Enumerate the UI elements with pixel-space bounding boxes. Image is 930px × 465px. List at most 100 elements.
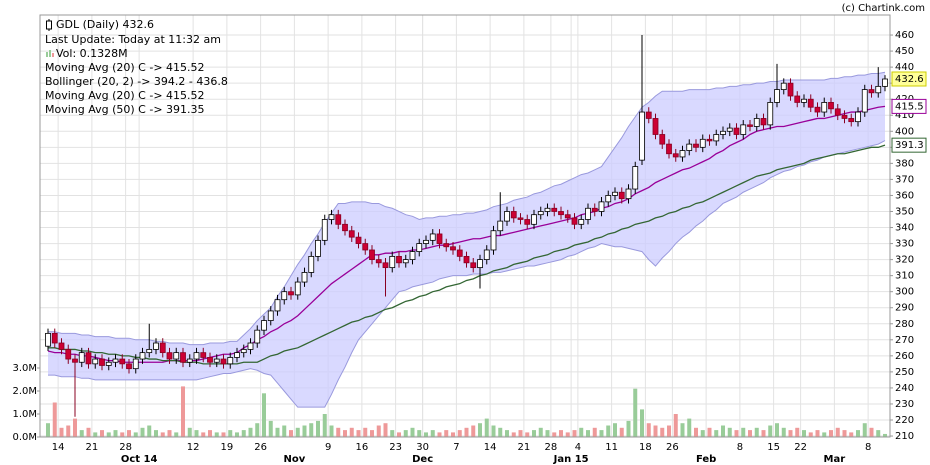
volume-bar (86, 427, 91, 437)
candle-body (207, 357, 213, 363)
volume-bar (592, 427, 597, 437)
y-tick-label: 260 (895, 351, 914, 362)
candle-body (429, 233, 436, 241)
candle-body (261, 320, 267, 331)
candle-body (672, 153, 679, 158)
volume-bar (768, 425, 773, 437)
candle-body (625, 188, 632, 200)
candle-body (612, 191, 618, 196)
candle-body (659, 134, 666, 145)
end-label: 391.3 (895, 140, 924, 151)
volume-bar (471, 425, 476, 437)
candle-body (119, 358, 126, 365)
candle-body (787, 82, 794, 97)
candle-body (146, 349, 153, 354)
volume-bar (599, 430, 604, 437)
label-layer: 210 220 230 240 250 260 270 280 290 300 310 320 330 3… (12, 30, 927, 465)
candle-body (645, 111, 652, 119)
candle-body (639, 111, 645, 161)
volume-bar (329, 425, 334, 437)
volume-bar (788, 430, 793, 437)
volume-bar (862, 423, 867, 437)
volume-bar (640, 409, 644, 437)
candle-body (139, 352, 146, 360)
legend-entry: Moving Avg (20) C -> 415.52 (45, 61, 205, 74)
volume-bar (559, 430, 563, 437)
candle-body (699, 138, 706, 148)
candle-body (240, 349, 247, 354)
legend-entry: Bollinger (20, 2) -> 394.2 - 436.8 (45, 75, 228, 88)
y-tick-label: 340 (895, 223, 914, 234)
x-tick-label: 8 (737, 442, 743, 453)
candle-body (321, 219, 328, 241)
volume-bar (484, 418, 489, 437)
y-tick-label: 220 (895, 415, 914, 426)
candle-body (490, 230, 497, 251)
volume-bar (430, 430, 435, 437)
candle-body (267, 310, 274, 321)
volume-bar (403, 430, 408, 437)
volume-bar (343, 430, 347, 437)
candle-body (497, 220, 504, 232)
candle-body (436, 233, 443, 244)
y-tick-label: 240 (895, 383, 914, 394)
volume-bar (815, 430, 820, 437)
candle-body (733, 127, 740, 135)
candle-body (375, 259, 382, 264)
candle-body (706, 138, 713, 142)
x-tick-label: 9 (325, 442, 331, 453)
x-tick-label: 26 (666, 442, 679, 453)
volume-bar (700, 430, 705, 437)
volume-bar (714, 430, 719, 437)
volume-bar (106, 432, 111, 437)
volume-bar (660, 427, 665, 437)
candle-body (402, 259, 409, 264)
candle-body (571, 217, 578, 225)
candle-body (220, 358, 227, 365)
volume-bar (160, 432, 165, 437)
candle-body (389, 255, 396, 269)
volume-bar (208, 430, 212, 437)
candle-body (558, 211, 564, 216)
volume-tick-label: 3.0M (12, 363, 37, 374)
volume-bar (93, 432, 98, 437)
volume-bar (100, 430, 104, 437)
y-tick-label: 210 (895, 431, 914, 442)
volume-bar (552, 432, 557, 437)
volume-bar (478, 423, 482, 437)
candle-body (132, 358, 139, 370)
candle-body (281, 291, 288, 301)
volume-bar (849, 432, 854, 437)
end-label-box (891, 137, 927, 153)
candle-body (794, 95, 801, 103)
y-tick-label: 310 (895, 271, 914, 282)
y-tick-label: 370 (895, 174, 914, 185)
month-label: Oct 14 (121, 454, 158, 465)
x-tick-label: 21 (86, 442, 99, 453)
volume-bar (370, 430, 374, 437)
volume-bar (646, 423, 651, 437)
volume-bar (802, 430, 806, 437)
candle-body (564, 214, 571, 219)
candle-body (740, 124, 747, 135)
candle-body (868, 89, 875, 94)
x-tick-label: 7 (453, 442, 459, 453)
candle-body (234, 352, 240, 358)
volume-bar (464, 427, 469, 437)
candle-body (342, 223, 348, 232)
y-tick-label: 270 (895, 335, 914, 346)
candle-body (78, 352, 85, 363)
volume-bar (397, 432, 401, 437)
candle-body (112, 358, 119, 363)
volume-bar (410, 427, 415, 437)
x-tick-label: 14 (52, 442, 65, 453)
candle-body (767, 102, 774, 126)
volume-bar (883, 433, 887, 437)
candle-body (348, 230, 355, 238)
volume-bar (579, 427, 584, 437)
volume-bar (363, 427, 368, 437)
volume-bar (383, 423, 388, 437)
volume-bar (498, 427, 503, 437)
x-tick-label: 12 (187, 442, 200, 453)
month-label: Mar (824, 454, 846, 465)
